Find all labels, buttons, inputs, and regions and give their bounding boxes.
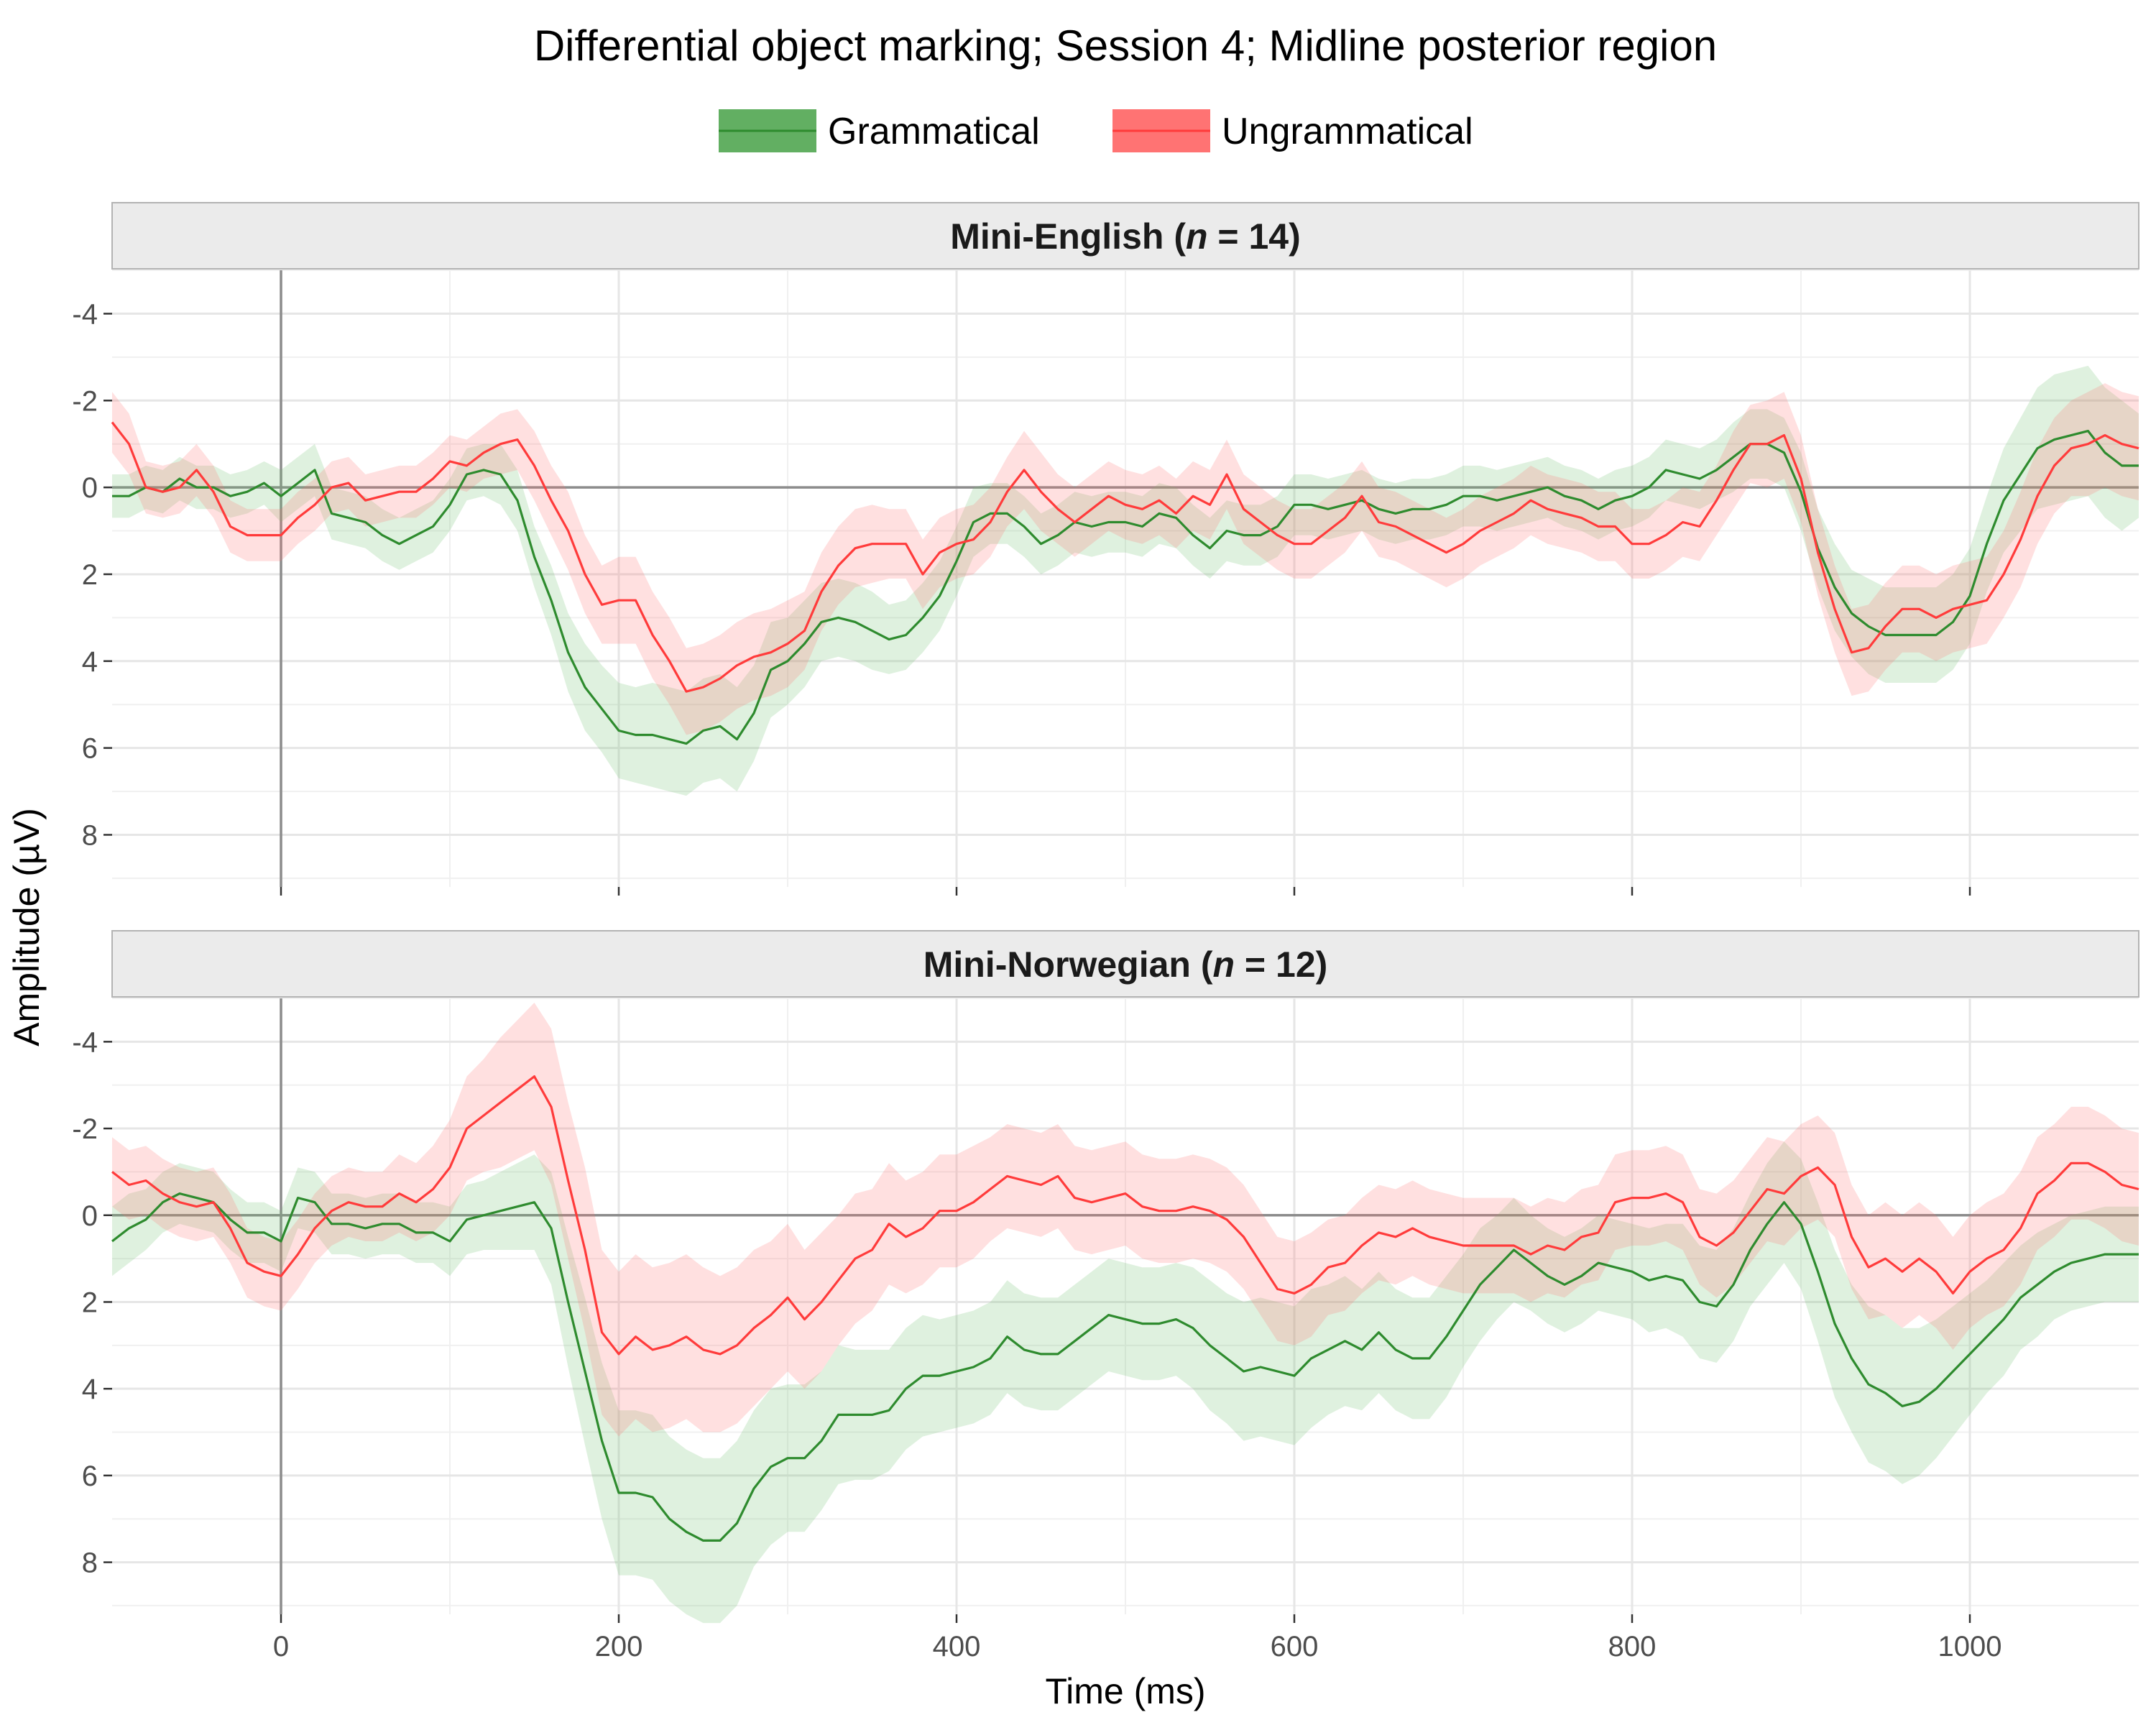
panel-mini-norwegian: Mini-Norwegian (n = 12) -4 -2 0 2 4 6 8 0 200 400 6… — [72, 930, 2139, 1662]
y-tick-label: -4 — [72, 298, 98, 330]
facet-strip-label: Mini-Norwegian (n = 12) — [923, 944, 1328, 985]
y-tick-label: 8 — [82, 819, 98, 851]
y-tick-label: 0 — [82, 472, 98, 504]
y-tick-label: 6 — [82, 1460, 98, 1492]
y-tick-label: 4 — [82, 646, 98, 678]
series-lines — [111, 421, 2139, 745]
y-tick-label: 2 — [82, 559, 98, 591]
chart-title: Differential object marking; Session 4; … — [534, 22, 1717, 70]
y-tick-label: -4 — [72, 1026, 98, 1058]
ci-bands — [112, 365, 2139, 796]
x-tick-label: 200 — [595, 1631, 643, 1662]
legend-label-grammatical: Grammatical — [828, 111, 1040, 152]
x-tick-label: 0 — [273, 1631, 289, 1662]
strip-label-italic-part: n — [1186, 216, 1208, 257]
ci-bands — [112, 1003, 2139, 1624]
x-tick-label: 800 — [1608, 1631, 1657, 1662]
y-axis-title: Amplitude (µV) — [6, 808, 47, 1046]
strip-label-part: Mini-Norwegian ( — [923, 944, 1213, 985]
panel-mini-english: Mini-English (n = 14) -4 -2 0 2 4 6 8 — [72, 202, 2139, 896]
ci-band-grammatical — [112, 365, 2139, 796]
y-tick-label: 8 — [82, 1547, 98, 1579]
facet-strip — [111, 202, 2139, 270]
ci-band-ungrammatical — [112, 1003, 2139, 1437]
x-tick-label: 600 — [1271, 1631, 1319, 1662]
series-lines — [111, 1075, 2139, 1542]
series-line-grammatical — [111, 1192, 2139, 1542]
strip-label-part: Mini-English ( — [950, 216, 1186, 257]
y-tick-label: 0 — [82, 1200, 98, 1232]
y-tick-label: 4 — [82, 1374, 98, 1405]
x-axis-title: Time (ms) — [1045, 1671, 1205, 1711]
series-line-grammatical — [112, 429, 2139, 745]
x-tick-label: 400 — [933, 1631, 981, 1662]
y-tick-label: -2 — [72, 385, 98, 417]
series-line-ungrammatical — [111, 421, 2139, 693]
facet-strip — [111, 930, 2139, 998]
strip-label-part: = 12) — [1235, 944, 1327, 985]
facet-strip-label: Mini-English (n = 14) — [950, 216, 1301, 257]
y-tick-label: 2 — [82, 1287, 98, 1318]
series-line-ungrammatical — [111, 1075, 2139, 1356]
y-tick-label: -2 — [72, 1113, 98, 1145]
strip-label-italic-part: n — [1212, 944, 1235, 985]
ci-band-grammatical — [112, 1141, 2139, 1624]
legend-label-ungrammatical: Ungrammatical — [1222, 111, 1473, 152]
strip-label-part: = 14) — [1208, 216, 1301, 257]
x-tick-label: 1000 — [1938, 1631, 2002, 1662]
legend: Grammatical Ungrammatical — [719, 109, 1473, 152]
y-tick-label: 6 — [82, 733, 98, 765]
